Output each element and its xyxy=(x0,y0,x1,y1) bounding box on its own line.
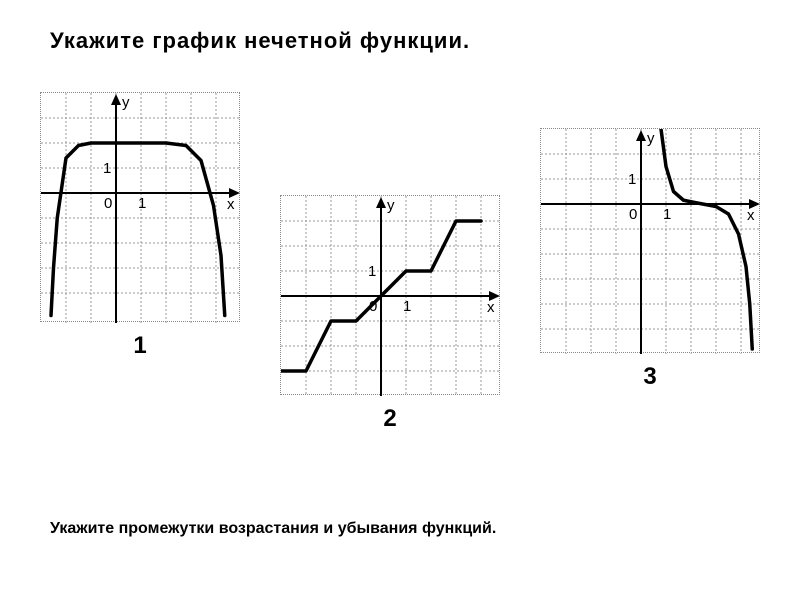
chart-2-xlabel: x xyxy=(487,299,495,316)
chart-1-origin-label: 0 xyxy=(104,195,112,212)
chart-3-xlabel: x xyxy=(747,207,755,224)
chart-3-origin-label: 0 xyxy=(629,206,637,223)
chart-2-grid: y x 0 1 1 xyxy=(280,195,500,395)
chart-2-ylabel: y xyxy=(387,197,395,214)
chart-2-one-y: 1 xyxy=(368,263,376,280)
chart-3-one-y: 1 xyxy=(628,171,636,188)
chart-1-xlabel: x xyxy=(227,196,235,213)
chart-1: y x 0 1 1 1 xyxy=(40,92,240,360)
chart-2-one-x: 1 xyxy=(403,298,411,315)
chart-3-grid: y x 0 1 1 xyxy=(540,128,760,353)
page-title: Укажите график нечетной функции. xyxy=(50,28,470,54)
page-subtitle: Укажите промежутки возрастания и убывани… xyxy=(50,520,496,538)
chart-2-number: 2 xyxy=(280,405,500,433)
chart-3-curve xyxy=(657,129,752,349)
chart-2: y x 0 1 1 2 xyxy=(280,195,500,433)
chart-1-one-x: 1 xyxy=(138,195,146,212)
chart-1-grid: y x 0 1 1 xyxy=(40,92,240,322)
chart-3-one-x: 1 xyxy=(663,206,671,223)
chart-1-ylabel: y xyxy=(122,94,130,111)
chart-3: y x 0 1 1 3 xyxy=(540,128,760,391)
chart-2-origin-label: 0 xyxy=(369,298,377,315)
chart-1-number: 1 xyxy=(40,332,240,360)
chart-1-curve xyxy=(51,143,225,316)
chart-3-number: 3 xyxy=(540,363,760,391)
chart-1-one-y: 1 xyxy=(103,160,111,177)
chart-3-ylabel: y xyxy=(647,130,655,147)
